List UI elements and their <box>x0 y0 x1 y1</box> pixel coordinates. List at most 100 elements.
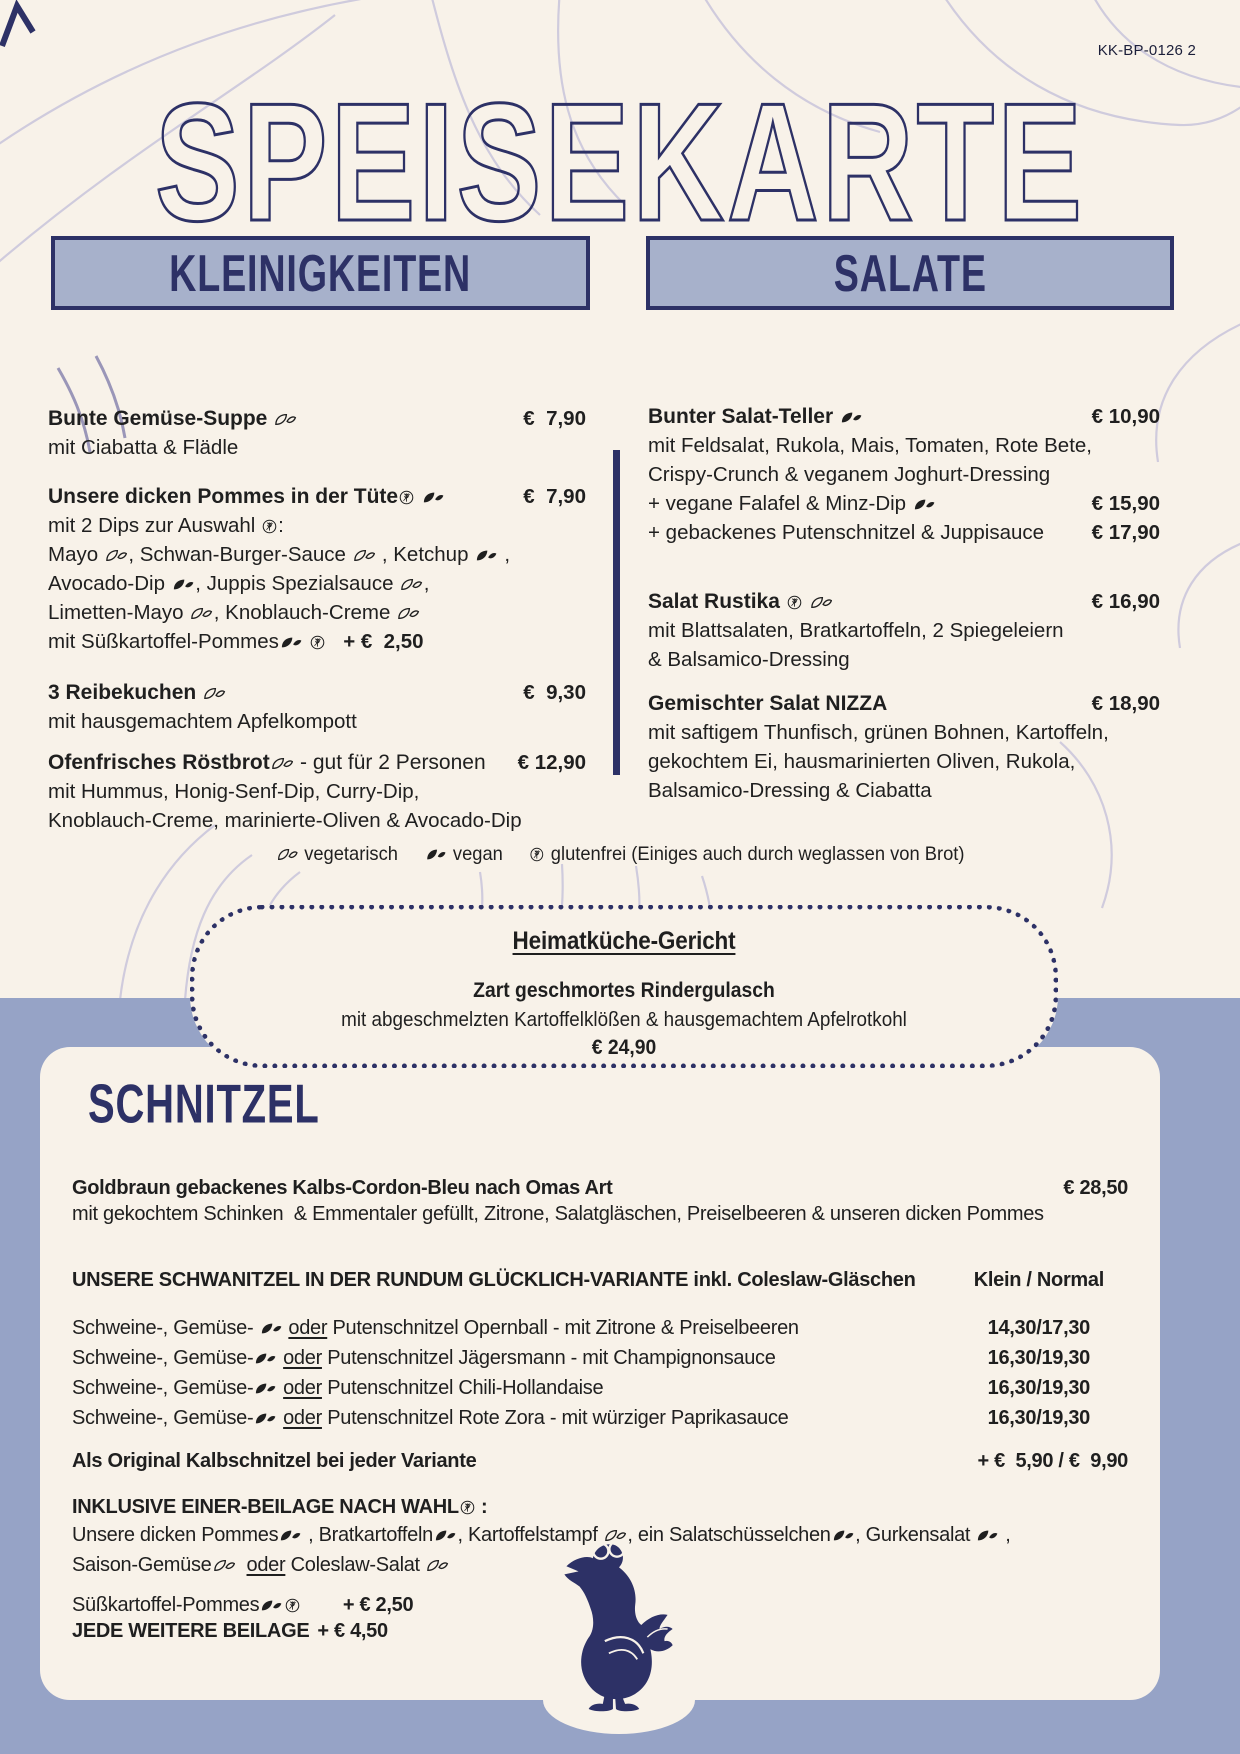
kleinigkeiten-list: Bunte Gemüse-Suppe € 7,90 mit Ciabatta &… <box>48 404 586 835</box>
variant-row: Schweine-, Gemüse- oder Putenschnitzel R… <box>72 1403 1128 1433</box>
item-desc: Balsamico-Dressing & Ciabatta <box>648 779 932 802</box>
vegan-icon <box>260 1321 283 1336</box>
menu-item-roestbrot: Ofenfrisches Röstbrot - gut für 2 Person… <box>48 748 586 835</box>
section-title: KLEINIGKEITEN <box>169 243 472 303</box>
glutenfrei-icon <box>530 847 544 862</box>
vegetarisch-icon <box>271 756 294 771</box>
supplement-price: + € 5,90 / € 9,90 <box>977 1450 1128 1472</box>
item-price: € 12,90 <box>517 751 586 774</box>
heimat-desc: mit abgeschmelzten Kartoffelklößen & hau… <box>341 1008 907 1031</box>
goose-mascot-icon <box>564 1540 673 1712</box>
item-price: € 7,90 <box>523 407 586 430</box>
beilage-line: Unsere dicken Pommes , Bratkartoffeln, K… <box>72 1524 1011 1546</box>
suesskartoffel-row: Süßkartoffel-Pommes + € 2,50 <box>72 1594 414 1616</box>
variant-row: Schweine-, Gemüse- oder Putenschnitzel J… <box>72 1343 1128 1373</box>
vegetarisch-icon <box>203 686 226 701</box>
item-desc: mit Süßkartoffel-Pommes + € 2,50 <box>48 630 424 653</box>
vegetarisch-icon <box>426 1558 449 1573</box>
item-desc: mit 2 Dips zur Auswahl : <box>48 514 284 537</box>
variant-price: 16,30/19,30 <box>987 1347 1091 1369</box>
item-name: Salat Rustika <box>648 587 833 616</box>
column-divider <box>613 450 620 775</box>
item-desc: mit Hummus, Honig-Senf-Dip, Curry-Dip, <box>48 780 420 803</box>
vegan-icon <box>279 1528 302 1543</box>
glutenfrei-icon <box>460 1500 475 1515</box>
kalbschnitzel-row: Als Original Kalbschnitzel bei jeder Var… <box>72 1450 1128 1472</box>
item-price: € 28,50 <box>1063 1177 1128 1199</box>
item-price: € 16,90 <box>1091 590 1160 613</box>
section-header-salate: SALATE <box>646 236 1174 310</box>
salate-list: Bunter Salat-Teller € 10,90 mit Feldsala… <box>648 402 1160 805</box>
section-header-kleinigkeiten: KLEINIGKEITEN <box>51 236 590 310</box>
vegetarisch-icon <box>213 1558 236 1573</box>
item-name: Ofenfrisches Röstbrot - gut für 2 Person… <box>48 751 486 774</box>
item-desc: Knoblauch-Creme, marinierte-Oliven & Avo… <box>48 809 522 832</box>
vegan-icon <box>260 1598 283 1613</box>
variant-row: Schweine-, Gemüse- oder Putenschnitzel C… <box>72 1373 1128 1403</box>
variant-row: Schweine-, Gemüse- oder Putenschnitzel O… <box>72 1313 1128 1343</box>
glutenfrei-icon <box>529 843 545 866</box>
vegetarisch-icon <box>274 412 297 427</box>
item-desc: Avocado-Dip , Juppis Spezialsauce , <box>48 572 430 595</box>
item-desc: mit Blattsalaten, Bratkartoffeln, 2 Spie… <box>648 619 1064 642</box>
vegetarisch-icon <box>276 843 299 866</box>
menu-item-pommes: Unsere dicken Pommes in der Tüte € 7,90 … <box>48 482 586 656</box>
item-addon: + vegane Falafel & Minz-Dip <box>648 489 936 518</box>
item-name: 3 Reibekuchen <box>48 678 227 707</box>
heimat-dish: Zart geschmortes Rindergulasch <box>473 979 775 1002</box>
item-name: Bunte Gemüse-Suppe <box>48 404 298 433</box>
menu-item-salat-teller: Bunter Salat-Teller € 10,90 mit Feldsala… <box>648 402 1160 547</box>
vegetarisch-icon <box>604 1528 627 1543</box>
vegetarisch-icon <box>190 606 213 621</box>
vegan-icon <box>434 1528 457 1543</box>
item-price: € 10,90 <box>1091 405 1160 428</box>
beilage-line: Saison-Gemüse oder Coleslaw-Salat <box>72 1550 1128 1580</box>
suesskartoffel-price: + € 2,50 <box>342 1594 414 1616</box>
vegetarisch-icon <box>397 606 420 621</box>
document-code: KK-BP-0126 2 <box>1097 42 1196 59</box>
item-price: € 9,30 <box>523 681 586 704</box>
vegetarisch-icon <box>105 548 128 563</box>
vegan-icon <box>254 1351 277 1366</box>
svg-text:SPEISEKARTE: SPEISEKARTE <box>155 70 1085 250</box>
item-desc: mit Feldsalat, Rukola, Mais, Tomaten, Ro… <box>648 434 1092 457</box>
weitere-beilage-row: JEDE WEITERE BEILAGE + € 4,50 <box>72 1620 388 1642</box>
vegan-icon <box>840 410 863 425</box>
item-price: € 18,90 <box>1091 692 1160 715</box>
item-desc: & Balsamico-Dressing <box>648 648 850 671</box>
schnitzel-section-title: SCHNITZEL <box>88 1073 320 1135</box>
legend-glutenfrei: glutenfrei (Einiges auch durch weglassen… <box>529 843 964 866</box>
item-name: Gemischter Salat NIZZA <box>648 692 888 715</box>
item-desc: Crispy-Crunch & veganem Joghurt-Dressing <box>648 463 1051 486</box>
weitere-beilage-price: + € 4,50 <box>317 1620 388 1642</box>
glutenfrei-icon <box>262 519 277 534</box>
menu-item-rustika: Salat Rustika € 16,90 mit Blattsalaten, … <box>648 587 1160 674</box>
menu-item-suppe: Bunte Gemüse-Suppe € 7,90 mit Ciabatta &… <box>48 404 586 462</box>
vegetarisch-icon <box>353 548 376 563</box>
page-title: SPEISEKARTE <box>154 70 1085 250</box>
menu-item-reibekuchen: 3 Reibekuchen € 9,30 mit hausgemachtem A… <box>48 678 586 736</box>
legend-vegan: vegan <box>424 843 503 866</box>
item-desc: mit Ciabatta & Flädle <box>48 436 239 459</box>
vegan-icon <box>254 1411 277 1426</box>
vegan-icon <box>832 1528 855 1543</box>
glutenfrei-icon <box>285 1598 300 1613</box>
size-column-header: Klein / Normal <box>973 1269 1105 1291</box>
addon-price: € 17,90 <box>1091 521 1160 544</box>
vegan-icon <box>172 577 195 592</box>
variant-price: 14,30/17,30 <box>987 1317 1091 1339</box>
menu-item-nizza: Gemischter Salat NIZZA € 18,90 mit saftig… <box>648 689 1160 805</box>
heimat-price: € 24,90 <box>591 1036 657 1059</box>
section-title: SALATE <box>833 243 987 303</box>
beilage-header: INKLUSIVE EINER-BEILAGE NACH WAHL : <box>72 1496 488 1518</box>
variants-header: UNSERE SCHWANITZEL IN DER RUNDUM GLÜCKLI… <box>72 1269 1105 1291</box>
item-desc: Mayo , Schwan-Burger-Sauce , Ketchup , <box>48 543 511 566</box>
heimatkueche-box: Heimatküche-Gericht Zart geschmortes Rin… <box>190 905 1058 1068</box>
vegan-icon <box>913 497 936 512</box>
vegan-icon <box>280 635 303 650</box>
glutenfrei-icon <box>310 635 325 650</box>
item-desc: mit hausgemachtem Apfelkompott <box>48 710 357 733</box>
vegan-icon <box>475 548 498 563</box>
heimat-title: Heimatküche-Gericht <box>512 927 736 955</box>
variant-price: 16,30/19,30 <box>987 1407 1091 1429</box>
